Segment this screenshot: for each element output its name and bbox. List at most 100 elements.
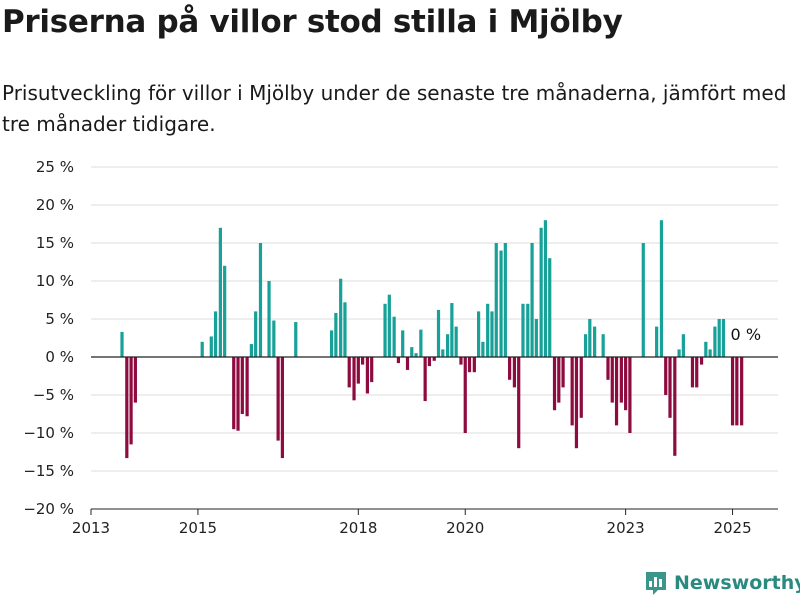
bars <box>120 220 744 459</box>
bar <box>459 357 463 365</box>
bar <box>579 357 583 418</box>
newsworthy-logo-icon <box>646 572 666 595</box>
bar <box>548 258 552 357</box>
bar <box>240 357 244 414</box>
bar <box>690 357 695 388</box>
bar <box>365 357 370 394</box>
bar <box>370 357 374 383</box>
bar <box>120 331 124 357</box>
bar <box>329 330 334 357</box>
bar <box>129 357 133 445</box>
chart-subtitle: Prisutveckling för villor i Mjölby under… <box>2 81 787 136</box>
bar <box>401 330 405 357</box>
bar <box>681 334 685 357</box>
bar <box>343 302 347 357</box>
bar <box>583 334 588 357</box>
bar <box>624 357 628 411</box>
bar <box>360 357 365 365</box>
y-tick-label: 15 % <box>36 234 74 252</box>
bar <box>356 357 360 384</box>
bar <box>713 326 717 357</box>
bar <box>223 265 227 357</box>
bar <box>454 326 458 357</box>
bar <box>232 357 236 430</box>
bar <box>664 357 668 395</box>
bar <box>539 227 543 357</box>
y-tick-label: 0 % <box>45 348 74 366</box>
latest-value-annotation: 0 % <box>731 325 761 344</box>
bar <box>619 357 623 403</box>
bar <box>414 353 418 357</box>
bar <box>503 243 507 357</box>
bar <box>133 357 137 403</box>
y-tick-label: 25 % <box>36 158 74 176</box>
bar <box>699 357 704 365</box>
bar <box>392 316 396 357</box>
bar <box>606 357 610 380</box>
axes: 25 % 20 % 15 % 10 % 5 % 0 % −5 % −10 % −15 % −20 … <box>23 158 778 537</box>
bar <box>218 227 222 357</box>
bar <box>668 357 672 418</box>
bar <box>396 357 401 364</box>
x-tick-label: 2018 <box>339 519 377 537</box>
bar <box>601 334 605 357</box>
bar <box>339 278 343 357</box>
bar <box>245 357 249 417</box>
chart-title: Priserna på villor stod stilla i Mjölby <box>2 4 623 40</box>
bar <box>557 357 561 403</box>
bar <box>445 334 450 357</box>
bar <box>463 357 467 433</box>
grid-lines <box>91 166 778 472</box>
bar <box>427 357 432 367</box>
bar <box>610 357 614 403</box>
bar <box>387 294 391 357</box>
logo-wordmark: Newsworthy <box>674 572 800 594</box>
bar <box>294 322 298 357</box>
bar <box>276 357 280 441</box>
bar <box>213 311 218 357</box>
bar <box>735 357 739 426</box>
bar <box>561 357 565 388</box>
bar <box>347 357 351 388</box>
bar <box>517 357 521 449</box>
bar <box>441 349 445 357</box>
bar <box>236 357 240 431</box>
y-tick-label: 5 % <box>45 310 74 328</box>
bar <box>659 220 664 357</box>
bar <box>200 341 204 357</box>
bar <box>486 303 490 357</box>
bar <box>534 319 538 357</box>
bar <box>254 311 258 357</box>
bar <box>352 357 356 401</box>
bar <box>467 357 472 373</box>
x-tick-label: 2023 <box>607 519 645 537</box>
bar <box>574 357 579 449</box>
x-tick-label: 2020 <box>446 519 484 537</box>
bar <box>530 243 534 357</box>
bar <box>730 357 735 426</box>
bar <box>508 357 512 380</box>
bar <box>677 349 681 357</box>
bar <box>258 243 263 357</box>
bar <box>570 357 574 426</box>
bar <box>543 220 548 357</box>
bar <box>477 311 481 357</box>
x-tick-label: 2025 <box>713 519 751 537</box>
bar <box>704 341 708 357</box>
bar <box>628 357 632 433</box>
bar <box>521 303 525 357</box>
bar <box>383 303 387 357</box>
bar <box>614 357 619 426</box>
bar <box>655 326 659 357</box>
y-tick-label: −20 % <box>23 500 74 518</box>
bar <box>272 320 276 357</box>
bar <box>552 357 557 411</box>
bar <box>490 311 494 357</box>
bar <box>494 243 498 357</box>
newsworthy-logo: Newsworthy <box>644 568 800 598</box>
bar <box>708 349 712 357</box>
bar <box>436 309 441 357</box>
bar <box>334 312 338 357</box>
bar <box>209 336 213 357</box>
